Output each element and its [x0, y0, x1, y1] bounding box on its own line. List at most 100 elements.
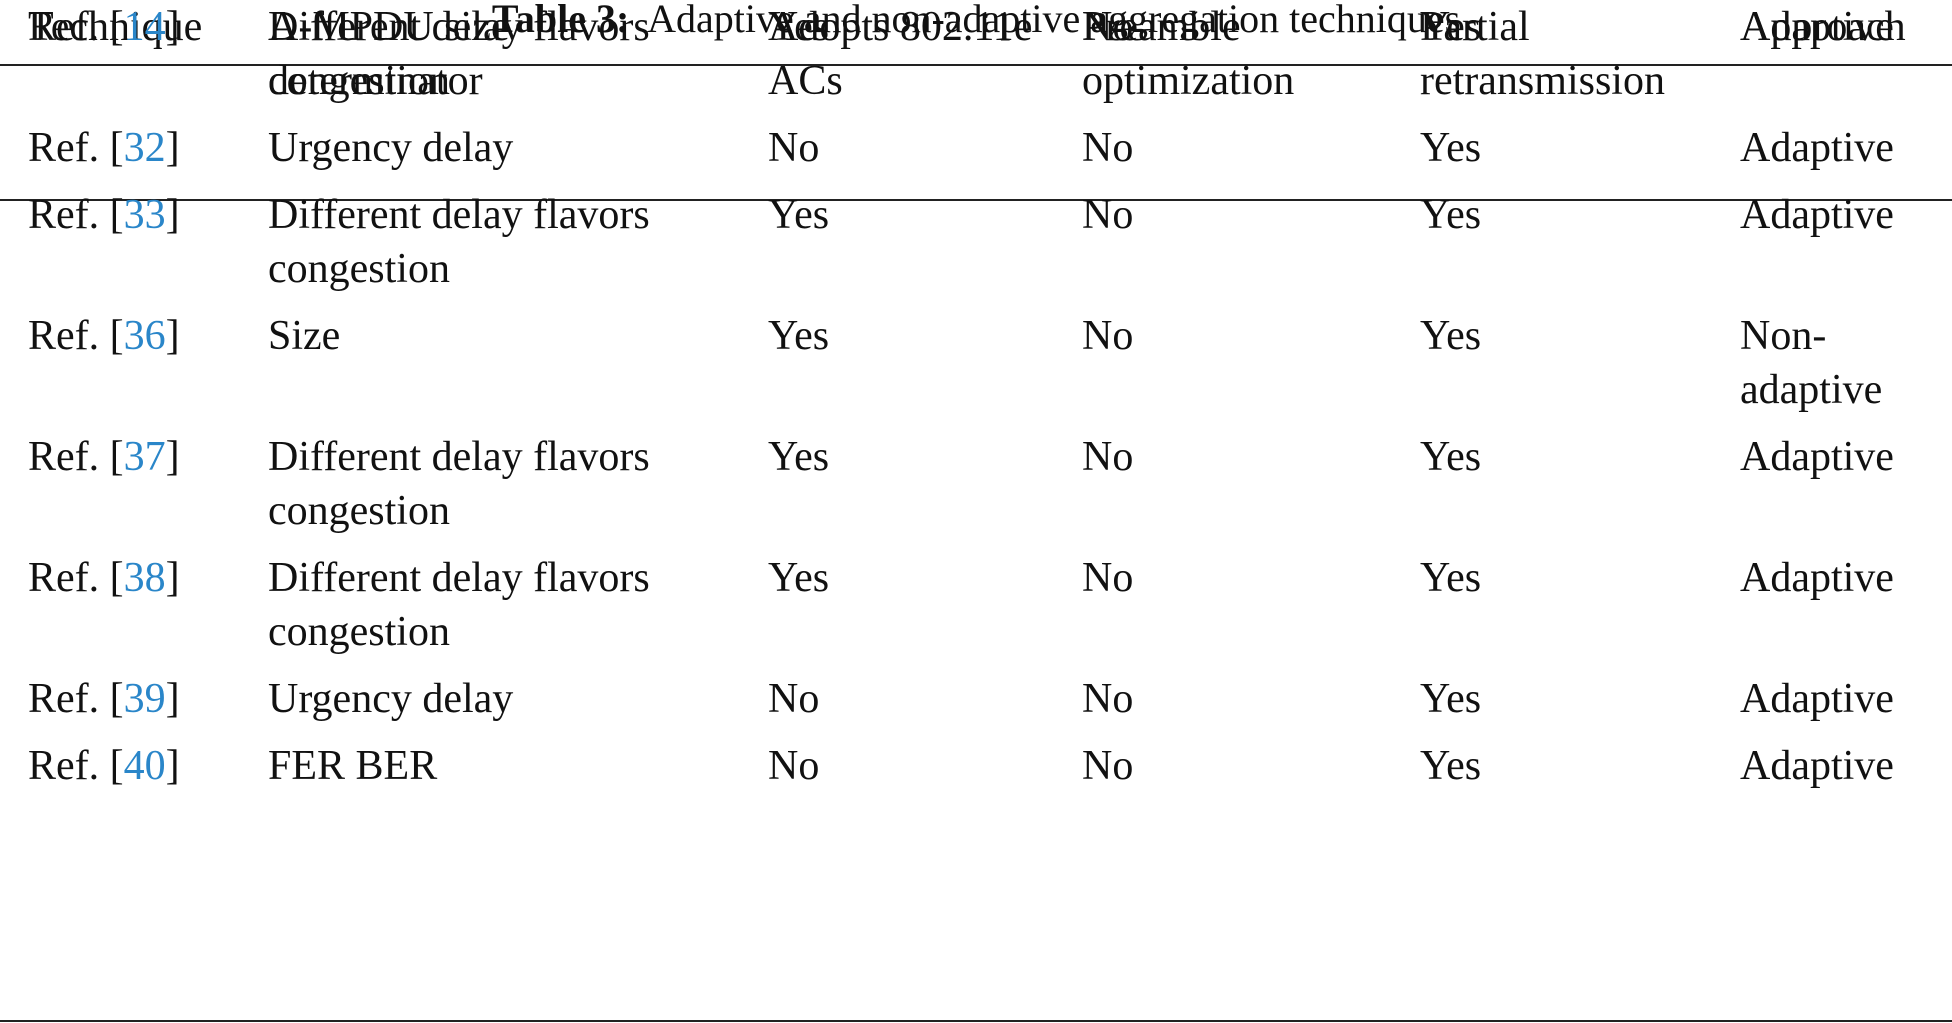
reference-link[interactable]: 32 [123, 125, 166, 171]
reference-link[interactable]: 40 [123, 743, 166, 789]
reference-link[interactable]: 38 [123, 555, 166, 601]
column-header-line: Partial [1420, 4, 1530, 50]
partial-cell: Yes [1420, 192, 1482, 238]
column-header-line: ACs [768, 58, 843, 104]
top-rule [0, 64, 1952, 66]
ref-prefix: Ref. [ [28, 555, 124, 601]
reference-link[interactable]: 14 [123, 4, 166, 50]
preamble-cell: No [1082, 313, 1134, 359]
determinator-line: congestion [268, 488, 450, 534]
determinator-line: Different delay flavors [268, 555, 650, 601]
approach-cell: Adaptive [1740, 0, 1952, 121]
ref-suffix: ] [165, 743, 180, 789]
approach-cell: Adaptive [1740, 739, 1952, 806]
table-row: Ref. [37] Different delay flavors congesti… [0, 430, 1952, 551]
approach-line: adaptive [1740, 367, 1883, 413]
ref-suffix: ] [165, 313, 180, 359]
table-caption-text: Adaptive and non-adaptive aggregation te… [647, 0, 1461, 41]
approach-cell: Adaptive [1740, 672, 1952, 739]
reference-link[interactable]: 39 [123, 676, 166, 722]
determinator-line: Urgency delay [268, 676, 514, 722]
column-header-line: Technique [28, 4, 203, 50]
reference-link[interactable]: 36 [123, 313, 166, 359]
table-caption: Table 3: Adaptive and non-adaptive aggre… [0, 0, 1952, 41]
partial-cell: Yes [1420, 743, 1482, 789]
column-header-line: A-MPDU size [268, 4, 510, 50]
ref-prefix: Ref. [ [28, 434, 124, 480]
approach-line: Adaptive [1740, 4, 1894, 50]
technique-cell: Ref. [32] [0, 121, 268, 188]
determinator-cell: Urgency delay [268, 121, 768, 188]
determinator-cell: Different delay flavors congestion [268, 0, 768, 121]
ref-prefix: Ref. [ [28, 125, 124, 171]
acs-cell: No [768, 743, 820, 789]
approach-line: Adaptive [1740, 676, 1894, 722]
ref-suffix: ] [165, 4, 180, 50]
determinator-cell: Urgency delay [268, 672, 768, 739]
preamble-cell: No [1082, 4, 1134, 50]
approach-cell: Adaptive [1740, 430, 1952, 551]
table-header: Technique A-MPDU size determinator Adopts 8… [0, 0, 1952, 108]
column-header-line: Approach [1740, 4, 1906, 50]
table-caption-label: Table 3: [491, 0, 630, 41]
preamble-cell: No [1082, 555, 1134, 601]
determinator-line: Different delay flavors [268, 4, 650, 50]
ref-suffix: ] [165, 434, 180, 480]
ref-prefix: Ref. [ [28, 4, 124, 50]
preamble-cell: No [1082, 192, 1134, 238]
partial-cell: Yes [1420, 676, 1482, 722]
acs-cell: Yes [768, 555, 830, 601]
determinator-line: Urgency delay [268, 125, 514, 171]
approach-line: Adaptive [1740, 555, 1894, 601]
approach-cell: Non-adaptive [1740, 309, 1952, 430]
ref-suffix: ] [165, 192, 180, 238]
acs-cell: Yes [768, 313, 830, 359]
determinator-cell: Different delay flavors congestion [268, 188, 768, 309]
table-row: Ref. [32] Urgency delay No No Yes Adaptive [0, 121, 1952, 188]
technique-cell: Ref. [36] [0, 309, 268, 430]
technique-cell: Ref. [39] [0, 672, 268, 739]
acs-cell: Yes [768, 4, 830, 50]
approach-line: Non- [1740, 313, 1827, 359]
column-header-acs: Adopts 802.11e ACs [768, 0, 1082, 108]
column-header-determinator: A-MPDU size determinator [268, 0, 768, 108]
acs-cell: Yes [768, 434, 830, 480]
bottom-rule [0, 1020, 1952, 1022]
ref-suffix: ] [165, 676, 180, 722]
table-row: Ref. [14] Different delay flavors congesti… [0, 0, 1952, 121]
determinator-line: FER BER [268, 743, 438, 789]
header-row: Technique A-MPDU size determinator Adopts 8… [0, 0, 1952, 108]
technique-cell: Ref. [40] [0, 739, 268, 806]
technique-cell: Ref. [14] [0, 0, 268, 121]
column-header-line: optimization [1082, 58, 1295, 104]
table-row: Ref. [36] Size Yes No Yes Non-adaptive [0, 309, 1952, 430]
approach-cell: Adaptive [1740, 188, 1952, 309]
ref-prefix: Ref. [ [28, 676, 124, 722]
approach-cell: Adaptive [1740, 121, 1952, 188]
reference-link[interactable]: 37 [123, 434, 166, 480]
determinator-line: congestion [268, 246, 450, 292]
column-header-line: retransmission [1420, 58, 1665, 104]
determinator-line: Size [268, 313, 341, 359]
approach-cell: Adaptive [1740, 551, 1952, 672]
partial-cell: Yes [1420, 434, 1482, 480]
column-header-technique: Technique [0, 0, 268, 108]
approach-line: Adaptive [1740, 125, 1894, 171]
partial-cell: Yes [1420, 125, 1482, 171]
technique-cell: Ref. [38] [0, 551, 268, 672]
column-header-approach: Approach [1740, 0, 1952, 108]
reference-link[interactable]: 33 [123, 192, 166, 238]
preamble-cell: No [1082, 676, 1134, 722]
preamble-cell: No [1082, 125, 1134, 171]
ref-suffix: ] [165, 555, 180, 601]
ref-suffix: ] [165, 125, 180, 171]
determinator-line: Different delay flavors [268, 192, 650, 238]
column-header-partial: Partial retransmission [1420, 0, 1740, 108]
ref-prefix: Ref. [ [28, 743, 124, 789]
column-header-line: Adopts 802.11e [768, 4, 1033, 50]
approach-line: Adaptive [1740, 743, 1894, 789]
table-row: Ref. [40] FER BER No No Yes Adaptive [0, 739, 1952, 806]
determinator-cell: FER BER [268, 739, 768, 806]
acs-cell: No [768, 676, 820, 722]
table-row: Ref. [38] Different delay flavors congesti… [0, 551, 1952, 672]
